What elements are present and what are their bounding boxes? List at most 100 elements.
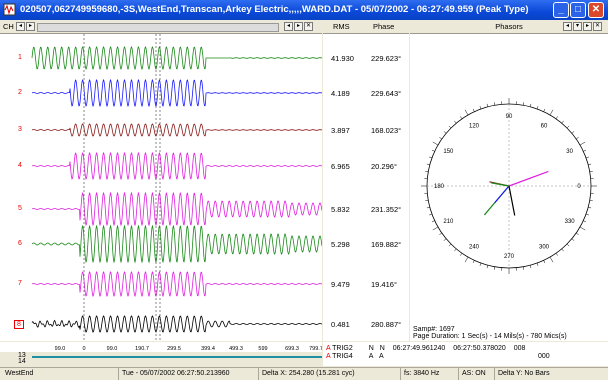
waveform-trace-8 [32, 316, 322, 332]
channel-number-5[interactable]: 5 [18, 205, 22, 212]
phasor-tick [583, 221, 586, 222]
phasor-tick [460, 116, 462, 118]
phasor-tick [567, 126, 569, 128]
phasor-restore-button[interactable]: ▸ [583, 22, 592, 31]
maximize-button[interactable]: □ [570, 2, 586, 18]
trigger-row-2: A TRIG4 A A 000 [326, 353, 384, 361]
rms-value-4: 6.965 [331, 162, 350, 171]
phasor-tick [487, 265, 488, 268]
phasor-angle-label: 240 [469, 245, 480, 251]
waveform-trace-7 [32, 272, 322, 296]
phasor-tick [572, 131, 574, 133]
phasor-minimize-button[interactable]: ▾ [573, 22, 582, 31]
phasor-tick [494, 102, 495, 105]
phasor-tick [425, 200, 428, 201]
digital-channel-14: 14 [18, 358, 26, 365]
channel-number-7[interactable]: 7 [18, 280, 22, 287]
phase-value-6: 169.882° [371, 240, 401, 249]
phasor-tick [480, 263, 481, 266]
channel-number-3[interactable]: 3 [18, 126, 22, 133]
phasor-tick [473, 109, 474, 112]
phase-value-1: 229.623° [371, 54, 401, 63]
channel-label: CH [3, 21, 14, 33]
phasor-tick [449, 126, 451, 128]
phasor-tick [580, 142, 585, 145]
title-bar[interactable]: 020507,062749959680,-3S,WestEnd,Transcan… [0, 0, 608, 20]
phasor-angle-label: 210 [443, 219, 454, 225]
waveform-trace-1 [32, 47, 322, 69]
phasor-angle-label: 60 [541, 123, 548, 129]
phasor-close-button[interactable]: ✕ [593, 22, 602, 31]
phasor-tick [586, 214, 589, 215]
phasor-tick [590, 200, 593, 201]
phasor-tick [586, 157, 589, 158]
phasor-tick [550, 257, 553, 262]
phasor-tick [576, 233, 578, 235]
phasor-tick [439, 233, 441, 235]
phasor-tick [588, 164, 591, 165]
wave-close-button[interactable]: ✕ [304, 22, 313, 31]
phasor-tick [433, 227, 438, 230]
channel-number-2[interactable]: 2 [18, 89, 22, 96]
phasor-angle-label: 90 [506, 114, 513, 120]
phasor-tick [465, 110, 468, 115]
waveform-trace-2 [32, 80, 322, 106]
channel-number-8[interactable]: 8 [14, 320, 24, 329]
minimize-button[interactable]: _ [553, 2, 569, 18]
zoom-in-button[interactable]: ▸ [294, 22, 303, 31]
status-fs: fs: 3840 Hz [400, 368, 439, 380]
phasor-tick [590, 171, 593, 172]
waveform-panel[interactable]: 1 2 3 4 5 6 7 8 [0, 34, 322, 341]
rms-header: RMS Phase [323, 21, 409, 34]
phasor-tick [425, 171, 428, 172]
phasor-angle-label: 120 [469, 123, 480, 129]
phasor-tick [494, 267, 495, 270]
channel-number-6[interactable]: 6 [18, 240, 22, 247]
rms-value-5: 5.832 [331, 205, 350, 214]
phasor-tick [432, 150, 435, 151]
phasor-zoom-out-button[interactable]: ◂ [563, 22, 572, 31]
status-delta-x: Delta X: 254.280 (15.281 cyc) [258, 368, 355, 380]
phasor-angle-label: 330 [565, 219, 576, 225]
window-title: 020507,062749959680,-3S,WestEnd,Transcan… [20, 0, 529, 20]
waveform-canvas[interactable] [0, 34, 322, 341]
phasor-angle-label: 150 [443, 149, 454, 155]
phase-value-8: 280.887° [371, 320, 401, 329]
horizontal-scrollbar[interactable] [37, 23, 279, 32]
status-bar: WestEnd Tue - 05/07/2002 06:27:50.213960… [0, 367, 608, 380]
waveform-header: CH ◂ ▸ ◂ ▸ ✕ [0, 21, 322, 34]
phasor-tick [465, 257, 468, 262]
phasor-tick [487, 104, 488, 107]
phase-value-3: 168.023° [371, 126, 401, 135]
phasor-tick [580, 227, 585, 230]
close-button[interactable]: ✕ [588, 2, 604, 18]
phase-value-4: 20.296° [371, 162, 397, 171]
rms-value-1: 41.930 [331, 54, 354, 63]
phasor-tick [544, 109, 545, 112]
phasor-tick [454, 249, 456, 251]
phase-value-2: 229.643° [371, 89, 401, 98]
channel-number-4[interactable]: 4 [18, 162, 22, 169]
waveform-trace-6 [32, 226, 322, 262]
phasor-duration: Page Duration: 1 Sec(s) - 14 Mils(s) - 7… [413, 333, 567, 341]
zoom-out-button[interactable]: ◂ [284, 22, 293, 31]
scroll-right-button[interactable]: ▸ [26, 22, 35, 31]
digital-channels: 13 14 [0, 352, 322, 366]
phasor-tick [427, 207, 430, 208]
status-station: WestEnd [2, 368, 33, 380]
phasor-tick [460, 253, 462, 255]
phasor-tick [523, 267, 524, 270]
rms-column-header: RMS [333, 21, 350, 33]
rms-value-3: 3.897 [331, 126, 350, 135]
phasor-tick [429, 157, 432, 158]
channel-number-1[interactable]: 1 [18, 54, 22, 61]
phasor-angle-label: 270 [504, 254, 515, 260]
scroll-left-button[interactable]: ◂ [16, 22, 25, 31]
rms-value-6: 5.298 [331, 240, 350, 249]
phasor-tick [556, 253, 558, 255]
phasor-tick [537, 106, 538, 109]
